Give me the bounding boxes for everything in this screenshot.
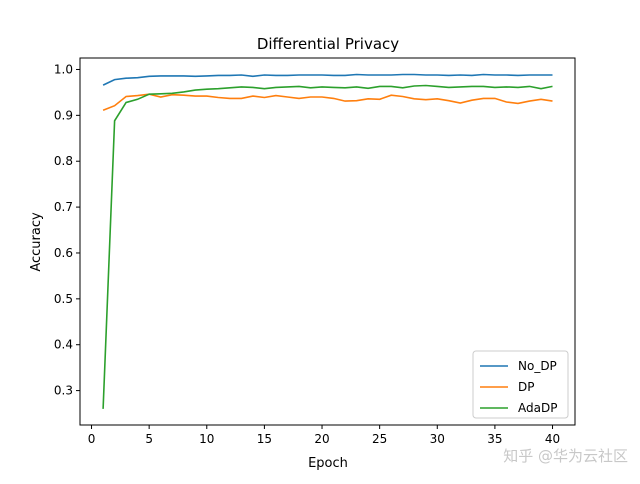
x-tick-label: 10: [199, 432, 214, 446]
x-tick-label: 5: [145, 432, 153, 446]
x-tick-label: 30: [430, 432, 445, 446]
chart-title: Differential Privacy: [257, 35, 399, 53]
watermark: 知乎 @华为云社区: [503, 447, 628, 465]
x-tick-label: 0: [88, 432, 96, 446]
series-line-dp: [102, 93, 553, 112]
legend-label: No_DP: [518, 359, 557, 373]
legend-label: DP: [518, 380, 534, 394]
y-tick-label: 0.5: [54, 292, 73, 306]
y-tick-label: 0.4: [54, 338, 73, 352]
series-line-adadp: [102, 84, 553, 409]
series-line-no-dp: [102, 73, 553, 86]
series-lines: [102, 73, 553, 409]
x-tick-label: 25: [372, 432, 387, 446]
x-tick-label: 40: [545, 432, 560, 446]
x-tick-label: 20: [314, 432, 329, 446]
legend-box: [472, 350, 569, 419]
y-tick-label: 0.9: [54, 108, 73, 122]
y-axis: 0.3 0.4 0.5 0.6 0.7 0.8 0.9 1.0: [54, 62, 80, 398]
x-tick-label: 35: [487, 432, 502, 446]
axes-frame: [79, 57, 576, 426]
y-axis-label: Accuracy: [29, 212, 44, 272]
y-tick-label: 0.8: [54, 154, 73, 168]
legend-label: AdaDP: [518, 401, 557, 415]
x-axis-label: Epoch: [308, 456, 348, 471]
y-tick-label: 0.7: [54, 200, 73, 214]
legend: No_DP DP AdaDP: [472, 350, 569, 419]
y-tick-label: 0.6: [54, 246, 73, 260]
x-tick-label: 15: [257, 432, 272, 446]
y-tick-label: 1.0: [54, 62, 73, 76]
x-axis: 0 5 10 15 20 25 30 35 40: [88, 425, 560, 446]
y-tick-label: 0.3: [54, 384, 73, 398]
